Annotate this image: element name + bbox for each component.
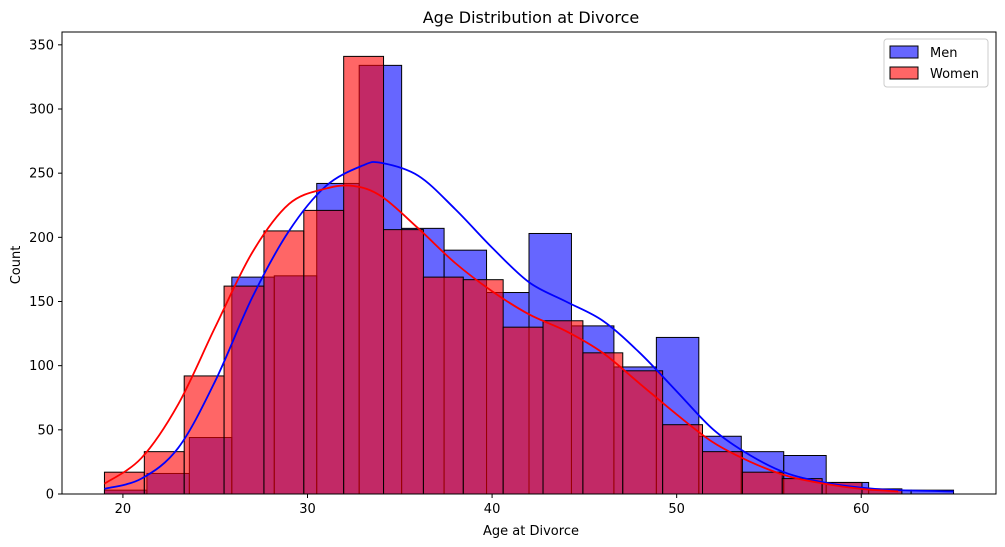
y-axis-label: Count <box>9 246 24 285</box>
bar-women-3 <box>223 285 265 495</box>
bar-women-4 <box>263 230 305 495</box>
bar-women-13 <box>622 370 664 495</box>
bar-women-12 <box>582 352 624 495</box>
axes-layer: 20 30 40 50 60 0 50 100 150 200 250 300 350 <box>29 31 997 517</box>
bar-women-8 <box>422 276 464 495</box>
kde-layer <box>103 161 954 493</box>
bar-women-7 <box>383 229 424 495</box>
y-tick-label: 0 <box>46 488 54 503</box>
bar-women-15 <box>702 451 743 495</box>
bar-women-11 <box>542 320 584 495</box>
y-tick-label: 100 <box>29 359 54 374</box>
bar-women-16 <box>741 471 783 495</box>
bar-women-6 <box>343 55 385 495</box>
legend-swatch-women <box>889 66 919 80</box>
y-tick-label: 150 <box>29 295 54 310</box>
bar-women-2 <box>183 375 225 495</box>
x-tick-label: 20 <box>115 502 132 517</box>
legend-swatch-men <box>889 45 919 59</box>
kde-line-men <box>104 161 954 493</box>
x-tick-label: 30 <box>299 502 316 517</box>
bar-women-5 <box>303 209 345 495</box>
x-tick-label: 50 <box>668 502 685 517</box>
plot-frame <box>61 31 997 495</box>
bar-women-0 <box>103 471 145 495</box>
y-tick-label: 350 <box>29 38 54 53</box>
x-tick-label: 40 <box>484 502 501 517</box>
kde-line-women <box>103 184 899 493</box>
y-tick-label: 250 <box>29 167 54 182</box>
y-tick-label: 300 <box>29 103 54 118</box>
bar-women-10 <box>502 326 544 495</box>
legend-label-men: Men <box>930 46 957 61</box>
x-tick-label: 60 <box>853 502 870 517</box>
legend: Men Women <box>883 38 989 88</box>
y-tick-label: 200 <box>29 231 54 246</box>
chart-title: Age Distribution at Divorce <box>423 8 640 27</box>
bar-women-14 <box>662 424 704 495</box>
y-tick-label: 50 <box>37 423 54 438</box>
bar-women-9 <box>462 279 504 495</box>
x-axis-label: Age at Divorce <box>483 524 579 539</box>
bars-layer <box>103 55 955 495</box>
legend-label-women: Women <box>930 67 979 82</box>
